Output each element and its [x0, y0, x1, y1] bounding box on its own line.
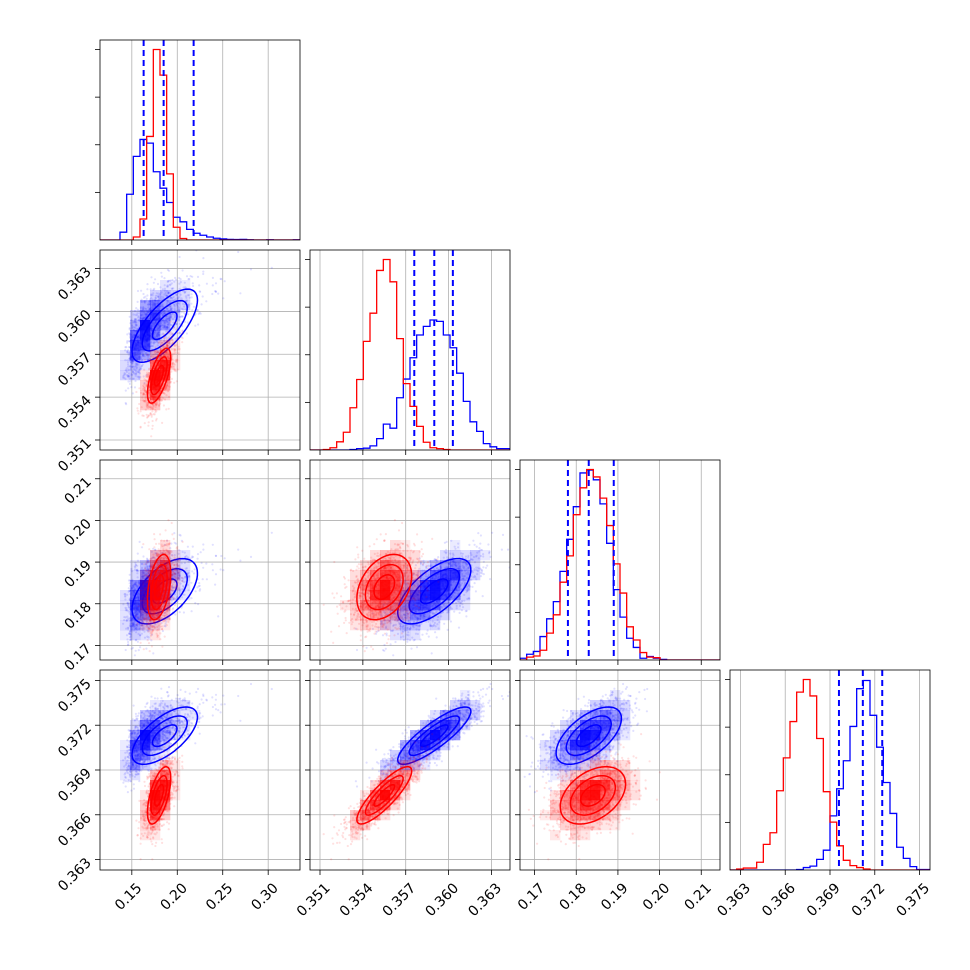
x-tick-label: 0.30: [248, 880, 281, 913]
histogram-series-0: [730, 679, 930, 870]
panel-3-2: 0.17 0.18 0.19 0.20 0.21: [515, 669, 721, 914]
histogram-series-0: [310, 319, 510, 450]
contour-series-0: [565, 715, 612, 757]
density-series-1: [540, 750, 641, 841]
contour-series-1: [153, 364, 165, 387]
contour-series-1: [356, 765, 413, 825]
x-tick-label: 0.372: [849, 880, 889, 920]
contour-series-1: [153, 783, 165, 807]
density-series-1: [140, 540, 181, 641]
contour-series-1: [373, 574, 396, 601]
histogram-series-1: [520, 468, 720, 660]
y-tick-label: 0.17: [61, 641, 94, 674]
x-tick-label: 0.375: [894, 880, 934, 920]
x-tick-label: 0.18: [557, 880, 590, 913]
contour-series-1: [364, 563, 404, 611]
contour-series-0: [419, 578, 449, 605]
x-tick-label: 0.25: [203, 880, 236, 913]
y-tick-label: 0.19: [61, 558, 94, 591]
y-tick-label: 0.360: [55, 307, 95, 347]
histogram-series-0: [100, 138, 300, 240]
panel-2-1: [305, 459, 511, 665]
contour-series-1: [150, 563, 168, 611]
x-tick-label: 0.15: [112, 880, 145, 913]
x-tick-label: 0.351: [294, 880, 334, 920]
panel-0-0: [95, 39, 301, 245]
x-tick-label: 0.17: [515, 880, 548, 913]
contour-series-0: [408, 568, 461, 615]
contour-series-1: [150, 356, 168, 396]
density-series-1: [340, 540, 421, 631]
x-tick-label: 0.357: [380, 880, 420, 920]
contour-series-0: [555, 706, 623, 766]
x-tick-label: 0.366: [759, 880, 799, 920]
contour-series-0: [141, 715, 188, 757]
x-tick-label: 0.360: [423, 880, 463, 920]
panel-3-1: 0.351 0.354 0.357 0.360 0.363: [294, 669, 511, 920]
panel-2-2: [515, 459, 721, 665]
x-tick-label: 0.19: [598, 880, 631, 913]
contour-series-0: [151, 311, 178, 341]
y-tick-label: 0.369: [55, 766, 95, 806]
y-tick-label: 0.375: [55, 676, 95, 716]
contour-series-1: [373, 783, 396, 807]
contour-series-1: [364, 774, 404, 816]
contour-series-0: [141, 299, 188, 352]
y-tick-label: 0.366: [55, 810, 95, 850]
panel-1-1: [305, 249, 511, 455]
x-tick-label: 0.369: [804, 880, 844, 920]
panel-frame: [519, 459, 721, 661]
contour-series-1: [356, 553, 413, 621]
histogram-series-1: [310, 258, 510, 450]
panel-frame: [309, 249, 511, 451]
contour-series-1: [146, 765, 172, 825]
contour-series-1: [150, 774, 168, 816]
y-tick-label: 0.21: [61, 474, 94, 507]
contour-series-1: [146, 347, 172, 404]
panel-frame: [309, 459, 511, 661]
y-tick-label: 0.357: [55, 350, 95, 390]
histogram-series-1: [100, 48, 300, 240]
density-series-0: [120, 700, 201, 781]
contour-series-0: [419, 724, 449, 748]
contour-series-0: [141, 568, 188, 615]
panel-frame: [99, 249, 301, 451]
x-tick-label: 0.354: [337, 880, 377, 920]
contour-series-1: [146, 553, 172, 621]
contour-series-0: [396, 557, 472, 625]
x-tick-label: 0.21: [682, 880, 715, 913]
histogram-series-1: [730, 678, 930, 870]
contour-series-1: [559, 765, 627, 825]
x-tick-label: 0.20: [158, 880, 191, 913]
contour-series-0: [151, 724, 178, 748]
y-tick-label: 0.20: [61, 516, 94, 549]
y-tick-label: 0.372: [55, 721, 95, 761]
panel-frame: [99, 39, 301, 241]
contour-series-0: [131, 288, 199, 364]
y-tick-label: 0.18: [61, 599, 94, 632]
y-tick-label: 0.354: [55, 393, 95, 433]
density-series-0: [120, 280, 191, 381]
panel-3-3: 0.363 0.366 0.369 0.372 0.375: [714, 669, 934, 920]
contour-series-0: [131, 706, 199, 766]
y-tick-label: 0.351: [55, 436, 95, 476]
contour-series-1: [569, 774, 617, 816]
contour-series-1: [153, 574, 165, 601]
y-tick-label: 0.363: [55, 264, 95, 304]
contour-series-0: [396, 706, 472, 766]
x-tick-label: 0.363: [465, 880, 505, 920]
x-tick-label: 0.20: [640, 880, 673, 913]
panel-2-0: 0.17 0.18 0.19 0.20 0.21: [61, 459, 301, 674]
y-tick-label: 0.363: [55, 855, 95, 895]
contour-series-1: [579, 783, 606, 807]
panel-frame: [99, 459, 301, 661]
x-tick-label: 0.363: [714, 880, 754, 920]
contour-series-0: [131, 557, 199, 625]
contour-series-0: [575, 724, 602, 748]
contour-series-0: [408, 715, 461, 757]
density-series-0: [380, 540, 491, 641]
